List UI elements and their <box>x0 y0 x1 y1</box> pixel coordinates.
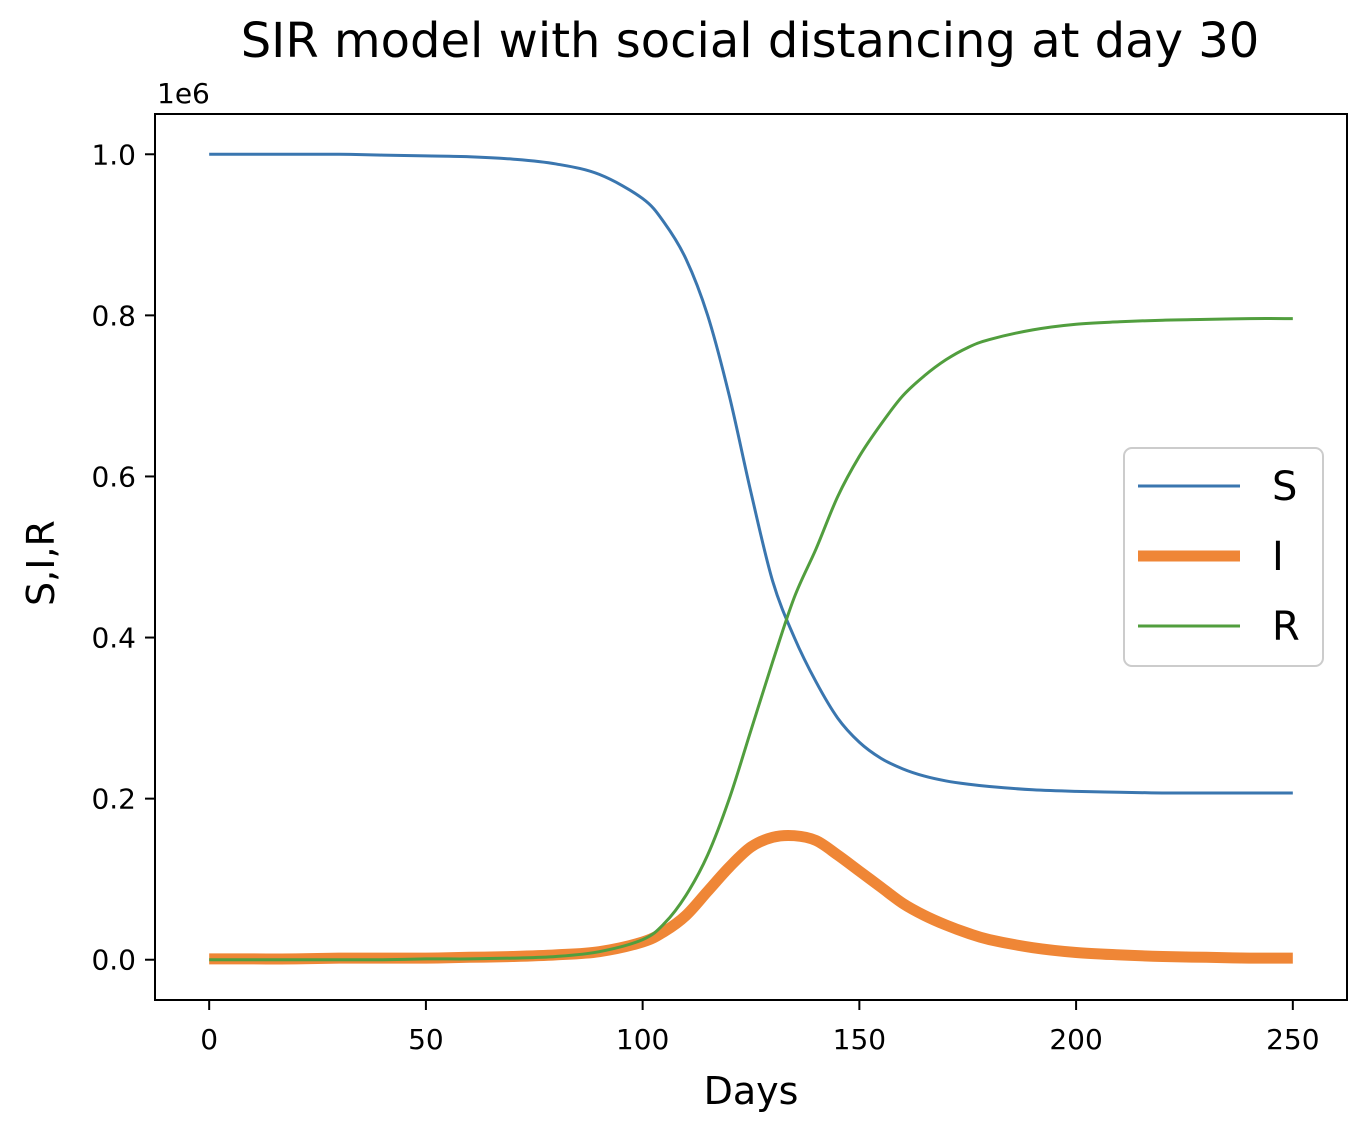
y-tick-label: 0.6 <box>91 460 136 493</box>
x-tick-label: 0 <box>200 1023 218 1056</box>
legend-label-r: R <box>1272 604 1300 650</box>
legend: SIR <box>1123 447 1324 667</box>
series-layer <box>209 152 1293 965</box>
x-tick-label: 250 <box>1266 1023 1319 1056</box>
series-line-r <box>209 317 1293 962</box>
y-tick-label: 0.0 <box>91 944 136 977</box>
x-axis-ticks: 0 50 100 150 200 250 <box>200 1000 1320 1056</box>
y-tick-label: 0.8 <box>91 299 136 332</box>
y-tick-label: 1.0 <box>91 138 136 171</box>
y-axis-label: S,I,R <box>19 520 63 606</box>
y-axis-offset-label: 1e6 <box>157 77 210 110</box>
chart-title: SIR model with social distancing at day … <box>241 13 1260 69</box>
plot-frame <box>154 113 1348 1001</box>
x-tick-label: 100 <box>616 1023 669 1056</box>
x-tick-label: 50 <box>408 1023 444 1056</box>
y-tick-label: 0.2 <box>91 783 136 816</box>
y-tick-label: 0.4 <box>91 622 136 655</box>
x-tick-label: 200 <box>1049 1023 1102 1056</box>
x-tick-label: 150 <box>833 1023 886 1056</box>
series-line-s <box>209 152 1293 795</box>
legend-label-s: S <box>1272 464 1297 510</box>
legend-label-i: I <box>1272 534 1284 580</box>
x-axis-label: Days <box>704 1069 799 1113</box>
y-axis-ticks: 0.0 0.2 0.4 0.6 0.8 1.0 <box>91 138 155 977</box>
